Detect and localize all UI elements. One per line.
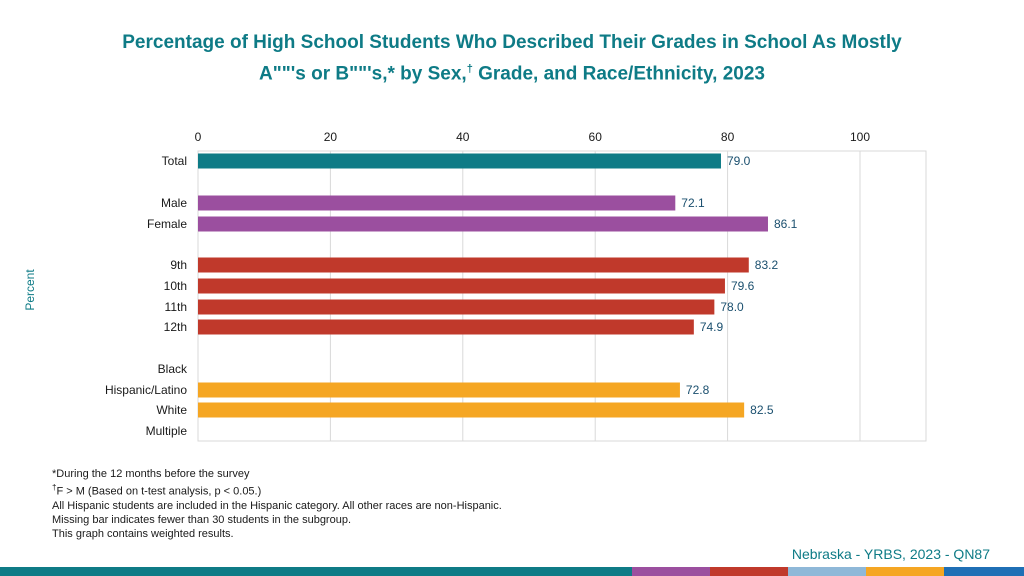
data-label: 72.1 bbox=[681, 196, 705, 210]
x-tick-label: 80 bbox=[721, 130, 735, 144]
bar bbox=[198, 299, 715, 315]
stripe-blue bbox=[944, 567, 1024, 576]
category-label: Total bbox=[162, 154, 187, 168]
x-tick-label: 40 bbox=[456, 130, 470, 144]
stripe-orange bbox=[866, 567, 944, 576]
footnote-1: *During the 12 months before the survey bbox=[52, 468, 250, 480]
category-label: 12th bbox=[164, 320, 187, 334]
x-tick-label: 100 bbox=[850, 130, 870, 144]
title-line-2: A""'s or B""'s,* by Sex,† Grade, and Rac… bbox=[0, 56, 1024, 87]
bar bbox=[198, 402, 745, 418]
x-tick-label: 20 bbox=[324, 130, 338, 144]
title-line-1: Percentage of High School Students Who D… bbox=[122, 32, 902, 53]
x-tick-label: 60 bbox=[589, 130, 603, 144]
bar bbox=[198, 195, 676, 211]
x-tick-label: 0 bbox=[195, 130, 202, 144]
data-label: 82.5 bbox=[750, 403, 774, 417]
footnote-2: †F > M (Based on t-test analysis, p < 0.… bbox=[52, 481, 502, 499]
y-axis-label: Percent bbox=[23, 269, 37, 311]
data-label: 79.6 bbox=[731, 279, 755, 293]
title-dagger: † bbox=[466, 63, 473, 75]
footnote-4: Missing bar indicates fewer than 30 stud… bbox=[52, 514, 352, 527]
bar bbox=[198, 278, 725, 294]
bar bbox=[198, 319, 694, 335]
category-label: 10th bbox=[164, 279, 187, 293]
category-label: 9th bbox=[170, 258, 187, 272]
title-line-2-end: Grade, and Race/Ethnicity, 2023 bbox=[472, 63, 765, 85]
data-label: 72.8 bbox=[686, 383, 710, 397]
stripe-light-blue bbox=[788, 567, 866, 576]
stripe-purple bbox=[632, 567, 710, 576]
footnote-3: All Hispanic students are included in th… bbox=[52, 500, 502, 513]
category-label: 11th bbox=[165, 300, 187, 314]
category-label: Hispanic/Latino bbox=[105, 383, 187, 397]
data-label: 78.0 bbox=[720, 300, 744, 314]
category-label: Male bbox=[161, 196, 187, 210]
stripe-teal bbox=[0, 567, 632, 576]
footnote-dagger: † bbox=[52, 483, 57, 493]
source-label: Nebraska - YRBS, 2023 - QN87 bbox=[791, 546, 990, 562]
title-line-2-start: A""'s or B""'s,* by Sex, bbox=[259, 63, 467, 85]
footnote-5: This graph contains weighted results. bbox=[52, 528, 234, 541]
data-label: 74.9 bbox=[700, 320, 724, 334]
footnotes: *During the 12 months before the survey … bbox=[52, 467, 502, 542]
footnote-2-text: F > M (Based on t-test analysis, p < 0.0… bbox=[56, 485, 262, 498]
bar bbox=[198, 216, 768, 232]
category-label: Black bbox=[158, 362, 188, 376]
bar bbox=[198, 382, 680, 398]
bar bbox=[198, 257, 749, 273]
category-label: Female bbox=[147, 217, 187, 231]
chart-title: Percentage of High School Students Who D… bbox=[0, 30, 1024, 87]
data-label: 79.0 bbox=[727, 154, 751, 168]
plot-area bbox=[197, 150, 927, 442]
bar bbox=[198, 153, 721, 169]
data-label: 86.1 bbox=[774, 217, 798, 231]
stripe-red bbox=[710, 567, 788, 576]
category-label: Multiple bbox=[146, 424, 188, 438]
color-stripe bbox=[0, 567, 1024, 576]
data-label: 83.2 bbox=[755, 258, 779, 272]
category-label: White bbox=[156, 403, 187, 417]
